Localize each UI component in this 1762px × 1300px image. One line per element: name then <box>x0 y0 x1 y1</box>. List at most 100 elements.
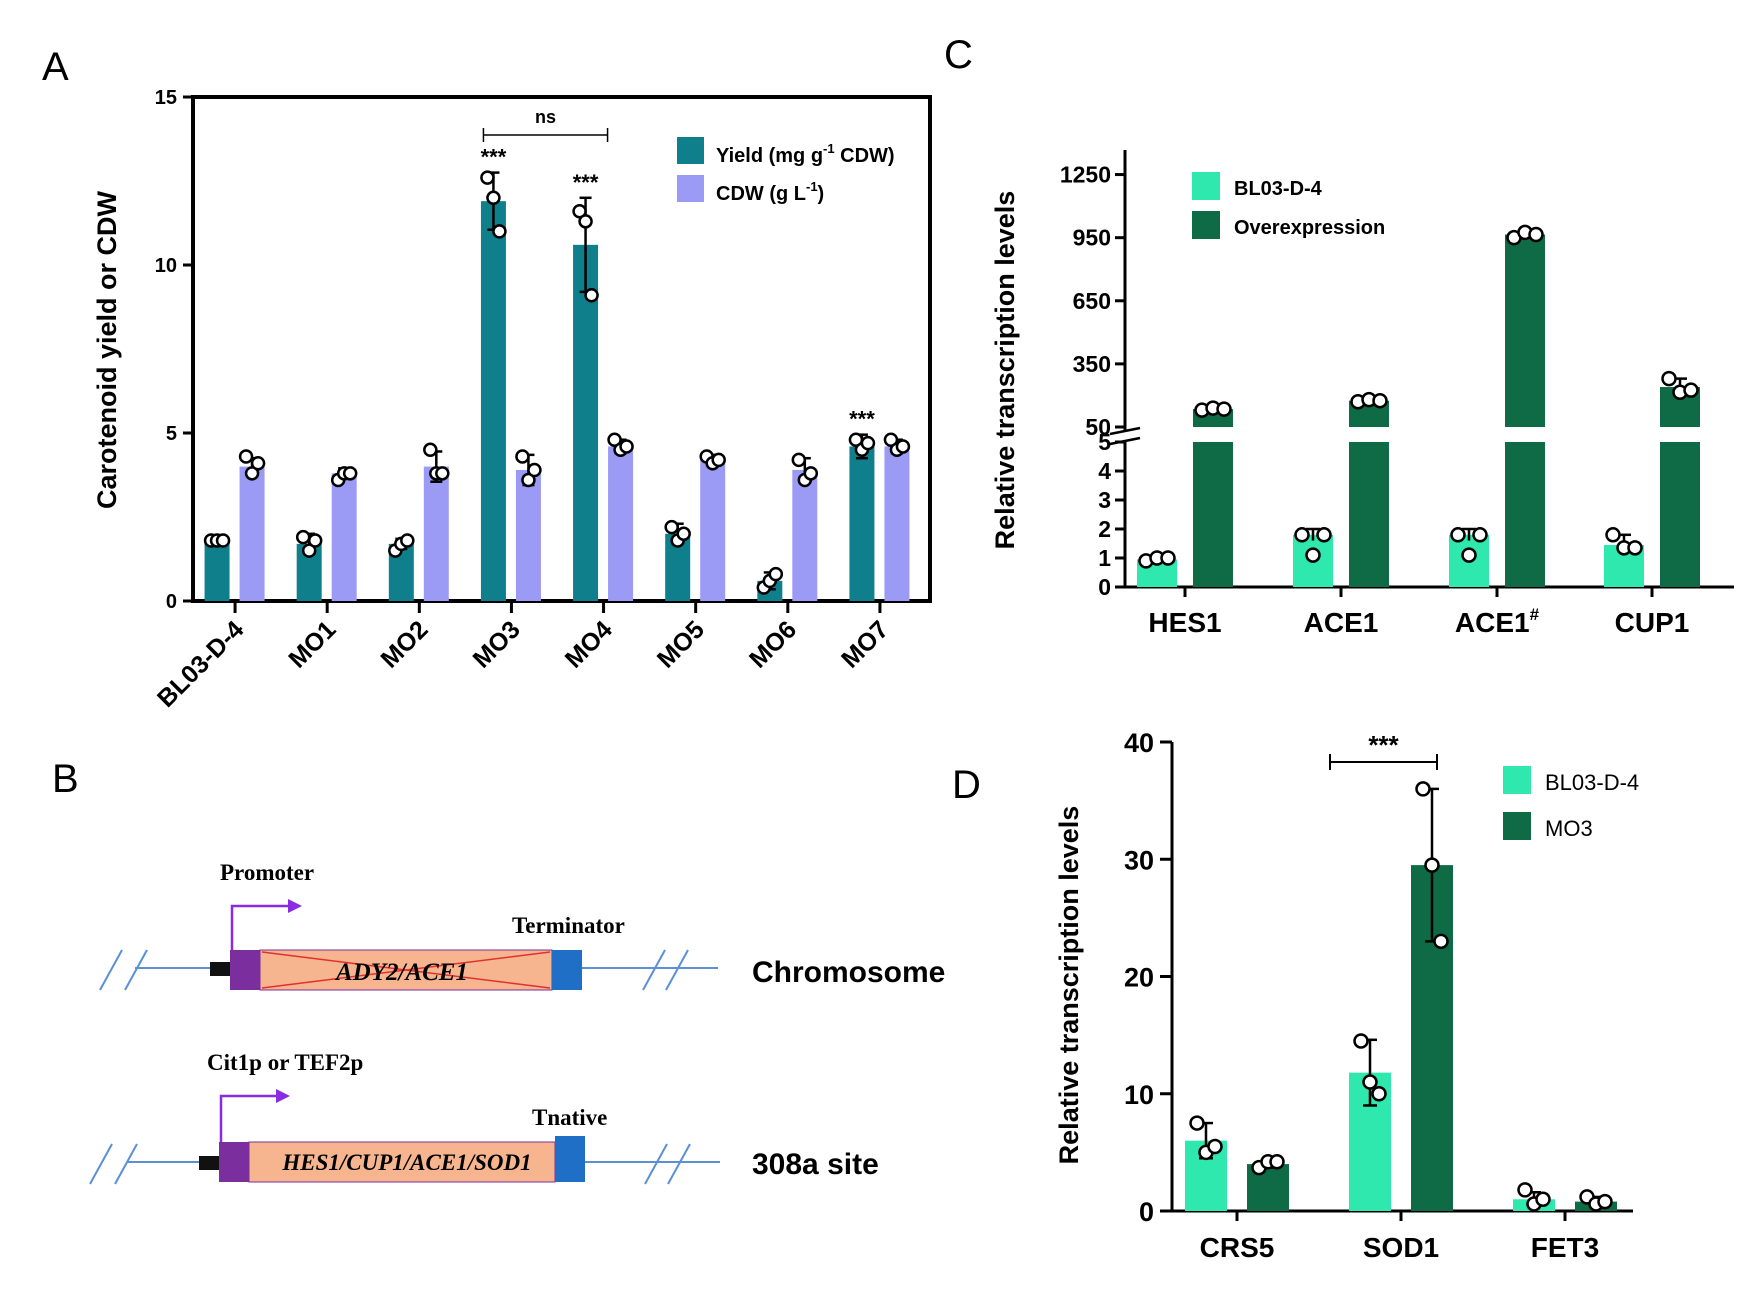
panel-c-y-tick-label: 0 <box>1098 574 1111 600</box>
panel-a-y-tick-label: 10 <box>155 255 177 277</box>
panel-a-x-label: MO4 <box>560 615 618 673</box>
panel-d-legend-mo3: MO3 <box>1545 816 1593 841</box>
construct-1-gene-label: ADY2/ACE1 <box>334 959 468 986</box>
panel-d-legend-swatch-bl03 <box>1503 766 1531 794</box>
panel-a-data-point <box>486 190 501 206</box>
panel-c-bar <box>1349 442 1389 587</box>
panel-a-data-point <box>664 519 679 535</box>
panel-c-data-point <box>1472 527 1488 543</box>
panel-a-bar <box>239 466 265 601</box>
panel-a-bar <box>515 469 541 601</box>
panel-c-data-point <box>1605 527 1621 543</box>
panel-a-bar <box>204 540 230 601</box>
panel-a-data-point <box>619 439 634 454</box>
panel-c-y-tick-label: 1 <box>1098 545 1111 571</box>
panel-d-y-tick-label: 40 <box>1124 728 1154 758</box>
panel-c-data-point <box>1683 382 1699 398</box>
panel-d-data-point <box>1433 933 1449 950</box>
panel-a-bar <box>849 446 875 601</box>
panel-d-x-label: CRS5 <box>1200 1232 1275 1263</box>
construct-2-promoter-box <box>219 1142 249 1182</box>
panel-d-data-point <box>1362 1074 1378 1090</box>
panel-a-data-point <box>480 170 495 185</box>
panel-a-data-point <box>400 533 415 548</box>
panel-a-data-point <box>711 452 726 468</box>
panel-c-y-tick-label: 50 <box>1085 414 1111 440</box>
panel-a-data-point <box>295 529 311 545</box>
panel-c-bar <box>1193 442 1233 587</box>
panel-a-x-label: BL03-D-4 <box>152 615 249 712</box>
panel-c-legend-swatch-bl03 <box>1192 172 1220 200</box>
construct-2-terminator-box <box>555 1136 585 1182</box>
panel-d-data-point <box>1207 1138 1223 1155</box>
construct-2: Cit1p or TEF2p Tnative HES1/CUP1/ACE1/SO… <box>89 1050 879 1185</box>
panel-d-data-point <box>1424 857 1440 873</box>
panel-d-x-label: FET3 <box>1531 1232 1599 1263</box>
construct-1-site-label: Chromosome <box>752 956 945 989</box>
panel-c-data-point <box>1461 547 1477 563</box>
panel-d-x-label: SOD1 <box>1363 1232 1439 1263</box>
construct-2-break-mark <box>89 1143 113 1185</box>
panel-a-data-point <box>342 466 358 481</box>
panel-c-axis-break-mark <box>1109 426 1141 436</box>
panel-a-data-point <box>521 472 536 488</box>
panel-c-y-tick-label: 1250 <box>1060 162 1111 188</box>
panel-a-legend-cdw: CDW (g L-1) <box>716 179 824 205</box>
construct-1-break-mark <box>99 949 123 991</box>
panel-c-data-point <box>1661 370 1677 387</box>
panel-a-bar <box>608 446 634 601</box>
panel-c-x-label: CUP1 <box>1615 607 1690 638</box>
panel-d-y-tick-label: 30 <box>1124 845 1154 875</box>
panel-a-data-point <box>492 224 507 239</box>
panel-d-data-point <box>1189 1115 1205 1131</box>
construct-1-promoter-arrow-icon <box>230 904 290 950</box>
panel-a-bar <box>700 459 726 601</box>
construct-1: Promoter Terminator ADY2/ACE1 Chromosome <box>99 860 945 991</box>
panel-b-construct-diagram: B Promoter Terminator ADY2/ACE1 Chromoso… <box>52 757 945 1185</box>
construct-2-promoter-label: Cit1p or TEF2p <box>207 1050 363 1075</box>
construct-1-terminator-label: Terminator <box>512 913 625 938</box>
panel-d-y-tick-label: 0 <box>1139 1197 1154 1227</box>
panel-a-bar <box>884 446 910 601</box>
panel-c-data-point <box>1450 527 1466 543</box>
panel-c-legend-swatch-overexpression <box>1192 211 1220 239</box>
panel-c-bar <box>1660 442 1700 587</box>
panel-a-x-label: MO5 <box>652 615 710 673</box>
panel-a-data-point <box>572 203 587 219</box>
construct-1-break-mark <box>665 949 689 991</box>
construct-2-terminator-label: Tnative <box>532 1105 607 1130</box>
panel-d-data-point <box>1535 1191 1551 1208</box>
panel-c-data-point <box>1316 527 1332 543</box>
panel-a-bar <box>480 201 506 601</box>
panel-a-data-point <box>791 452 807 468</box>
panel-d-ylabel: Relative transcription levels <box>1054 806 1084 1165</box>
panel-a-data-point <box>515 449 530 464</box>
panel-c-data-point <box>1305 547 1321 563</box>
panel-c-y-tick-label: 2 <box>1098 516 1111 542</box>
panel-a-bar-chart: A Carotenoid yield or CDW 0 5 10 15 BL03-D-… <box>42 45 932 713</box>
panel-a-data-point <box>301 543 317 558</box>
construct-1-break-mark <box>642 949 666 991</box>
panel-a-data-point <box>768 566 784 582</box>
panel-a-data-point <box>676 526 691 542</box>
panel-d-data-point <box>1517 1182 1533 1198</box>
panel-c-legend-bl03: BL03-D-4 <box>1234 178 1323 200</box>
panel-c-x-label: HES1 <box>1148 607 1221 638</box>
panel-a-data-point <box>435 466 450 481</box>
panel-d-data-point <box>1415 781 1431 797</box>
panel-a-bar <box>331 473 357 601</box>
panel-a-legend-swatch-cdw <box>677 175 704 202</box>
panel-d-bar-chart: D Relative transcription levels 0 10 20 30 4… <box>952 728 1639 1263</box>
panel-a-data-point <box>883 432 899 447</box>
panel-a-data-point <box>527 462 542 478</box>
panel-a-y-tick-label: 15 <box>155 87 177 109</box>
panel-a-data-point <box>895 439 911 454</box>
panel-c-y-tick-label: 950 <box>1073 225 1111 251</box>
panel-c-y-tick-label: 650 <box>1073 288 1111 314</box>
panel-a-data-point <box>860 435 876 451</box>
panel-c-data-point <box>1160 550 1176 566</box>
construct-2-black-block <box>199 1156 221 1170</box>
panel-a-letter: A <box>42 45 69 89</box>
panel-c-x-label: ACE1# <box>1455 605 1540 638</box>
panel-a-legend-yield: Yield (mg g-1 CDW) <box>716 141 895 167</box>
